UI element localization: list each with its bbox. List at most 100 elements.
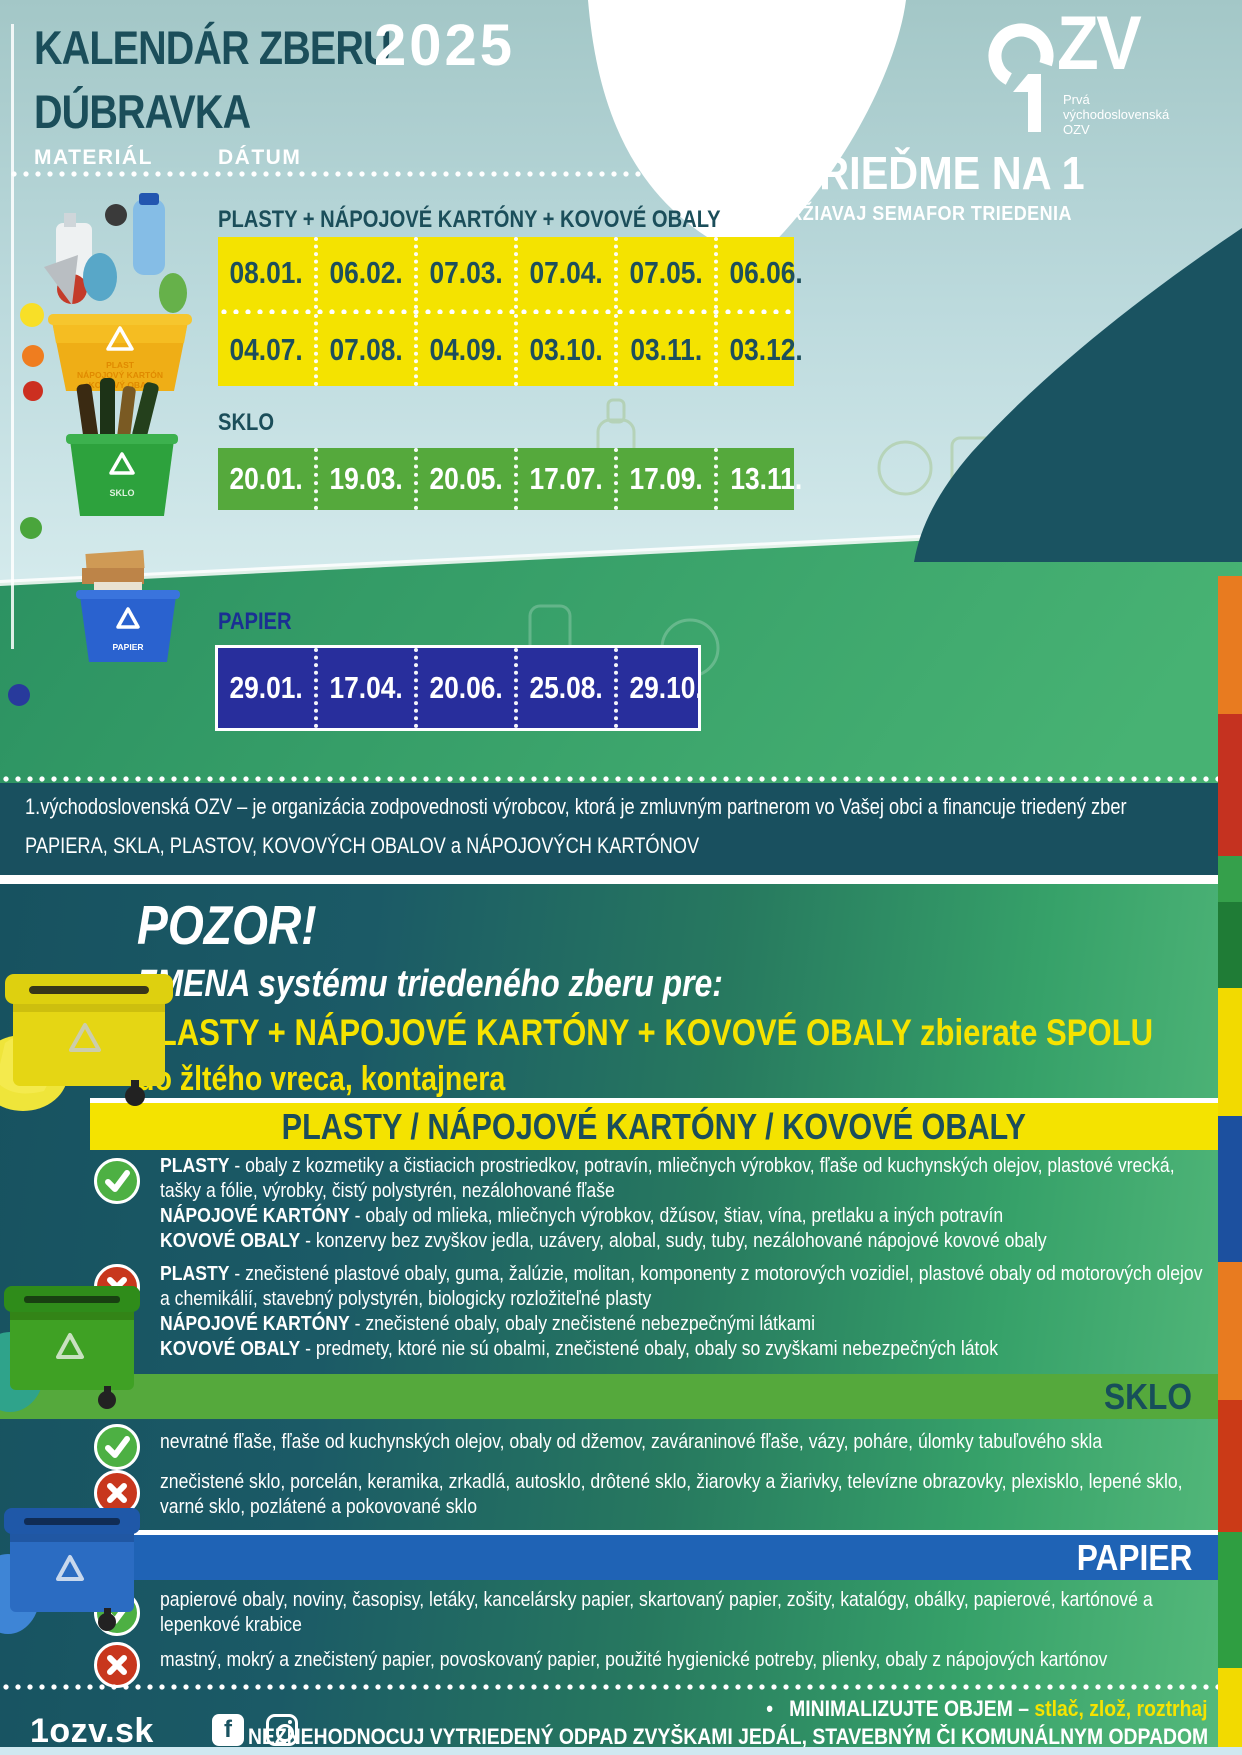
materials-column-label: MATERIÁL [34, 146, 153, 169]
plastics-date-grid: 08.01. 06.02. 07.03. 07.04. 07.05. 06.06… [218, 237, 803, 386]
forbidden-item-line: NÁPOJOVÉ KARTÓNY - znečistené obaly, oba… [160, 1313, 816, 1335]
date-cell: 29.10. [614, 648, 714, 728]
plastics-bin-label: PLAST NÁPOJOVÝ KARTÓN KOVOVÝ OBAL [77, 360, 163, 390]
date-cell: 04.07. [229, 332, 303, 367]
about-text-line2: PAPIERA, SKLA, PLASTOV, KOVOVÝCH OBALOV … [25, 833, 700, 858]
page-edge-tab [1218, 1668, 1242, 1755]
allowed-items-plastics: PLASTY - obaly z kozmetiky a čistiacich … [160, 1154, 1216, 1254]
date-cell: 07.08. [314, 314, 414, 386]
allowed-items-paper: papierové obaly, noviny, časopisy, leták… [160, 1588, 1216, 1638]
semafor-orange-dot [22, 345, 44, 367]
page-edge-tab [1218, 1116, 1242, 1262]
page-edge-tab [1218, 714, 1242, 856]
band-glass: SKLO [0, 1374, 1218, 1419]
semafor-yellow-dot [20, 303, 44, 327]
facebook-icon[interactable]: f [212, 1714, 244, 1746]
date-cell: 06.02. [314, 237, 414, 309]
date-cell: 04.09. [414, 314, 514, 386]
page-edge-tab [1218, 1532, 1242, 1668]
glass-green-dot [20, 517, 42, 539]
date-cell: 03.12. [714, 314, 814, 386]
date-cell: 20.06. [414, 648, 514, 728]
date-cell: 07.04. [514, 237, 614, 309]
semafor-red-dot [23, 381, 43, 401]
allowed-items-glass: nevratné fľaše, fľaše od kuchynských ole… [160, 1430, 1216, 1455]
slogan-subtitle: DODRŽIAVAJ SEMAFOR TRIEDENIA [748, 203, 1072, 225]
scan-edge-strip [0, 1747, 1242, 1755]
forbidden-item-line: PLASTY - znečistené plastové obaly, guma… [160, 1263, 1203, 1310]
allowed-item-line: NÁPOJOVÉ KARTÓNY - obaly od mlieka, mlie… [160, 1205, 1004, 1227]
website-link[interactable]: 1ozv.sk [30, 1712, 154, 1750]
grid-row-divider [218, 309, 794, 314]
notice-line2: do žltého vreca, kontajnera [137, 1060, 506, 1098]
instagram-lens [276, 1724, 294, 1742]
page-edge-tab [1218, 1262, 1242, 1400]
city-title: DÚBRAVKA [34, 85, 251, 138]
notice-line1: PLASTY + NÁPOJOVÉ KARTÓNY + KOVOVÉ OBALY… [137, 1012, 1154, 1053]
white-curve-decoration [588, 0, 906, 262]
green-container-icon [0, 1286, 140, 1412]
band-plastics: PLASTY / NÁPOJOVÉ KARTÓNY / KOVOVÉ OBALY [90, 1098, 1218, 1150]
allowed-item-line: KOVOVÉ OBALY - konzervy bez zvyškov jedl… [160, 1230, 1047, 1252]
leaf-circle-icon [745, 158, 781, 199]
date-cell: 17.04. [314, 648, 414, 728]
forbidden-item-line: KOVOVÉ OBALY - predmety, ktoré nie sú ob… [160, 1338, 999, 1360]
date-cell: 13.11. [714, 448, 814, 510]
glass-bin-label: SKLO [109, 488, 135, 498]
ozv-logo-subtitle: Prvá východoslovenská OZV [1063, 92, 1170, 137]
date-cell: 08.01. [229, 255, 303, 290]
date-cell: 29.01. [229, 670, 303, 705]
slogan-title: TRIEĎME NA 1 [794, 147, 1085, 199]
allowed-item-line: PLASTY - obaly z kozmetiky a čistiacich … [160, 1155, 1175, 1202]
paper-section-label: PAPIER [218, 608, 292, 635]
glass-date-row: 20.01. 19.03. 20.05. 17.07. 17.09. 13.11… [218, 448, 802, 510]
date-cell: 19.03. [314, 448, 414, 510]
forbidden-item-line: mastný, mokrý a znečistený papier, povos… [160, 1649, 1108, 1671]
ozv-logo: ZV Prvá východoslovenská OZV [985, 1, 1235, 144]
card-divider [0, 875, 1242, 884]
allowed-item-line: papierové obaly, noviny, časopisy, leták… [160, 1589, 1153, 1636]
glass-bin-icon [66, 378, 178, 516]
date-column-label: DÁTUM [218, 146, 302, 169]
page-edge-tab [1218, 988, 1242, 1116]
notice-subtitle: ZMENA systému triedeného zberu pre: [137, 963, 723, 1005]
ozv-logo-one-icon [988, 23, 1054, 132]
check-icon [94, 1424, 140, 1470]
date-cell: 03.11. [614, 314, 714, 386]
date-cell: 17.09. [614, 448, 714, 510]
dark-swoosh-decoration [914, 228, 1242, 562]
band-paper: PAPIER [90, 1530, 1218, 1580]
plastics-bin-icon [44, 193, 192, 391]
cross-icon [94, 1642, 140, 1688]
yellow-container-icon [0, 974, 173, 1111]
page-edge-tab [1218, 1400, 1242, 1532]
date-cell: 07.03. [414, 237, 514, 309]
footer-tip-no-contamination: • NEZNEHODNOCUJ VYTRIEDENÝ ODPAD ZVYŠKAM… [225, 1724, 1208, 1749]
page-edge-line [11, 24, 14, 649]
page-edge-tab [1218, 576, 1242, 714]
forbidden-items-plastics: PLASTY - znečistené plastové obaly, guma… [160, 1262, 1216, 1362]
dotted-separator-top [8, 171, 736, 177]
instagram-icon[interactable] [266, 1714, 298, 1746]
blue-container-icon [0, 1508, 140, 1634]
paper-bin-icon [76, 550, 180, 662]
date-cell: 17.07. [514, 448, 614, 510]
date-cell: 20.01. [229, 461, 303, 496]
plastics-section-label: PLASTY + NÁPOJOVÉ KARTÓNY + KOVOVÉ OBALY [218, 206, 721, 233]
paper-date-row: 29.01. 17.04. 20.06. 25.08. 29.10. [215, 645, 703, 731]
paper-bin-label: PAPIER [112, 642, 144, 652]
about-text-line1: 1.východoslovenská OZV – je organizácia … [25, 794, 1127, 819]
check-icon [94, 1158, 140, 1204]
page-edge-tab [1218, 856, 1242, 902]
forbidden-items-glass: znečistené sklo, porcelán, keramika, zrk… [160, 1470, 1216, 1520]
forbidden-item-line: znečistené sklo, porcelán, keramika, zrk… [160, 1471, 1183, 1518]
instagram-dot [288, 1720, 292, 1724]
paper-blue-dot [8, 684, 30, 706]
dotted-separator-bottom [0, 1684, 1218, 1690]
glass-section-label: SKLO [218, 409, 275, 436]
date-cell: 25.08. [514, 648, 614, 728]
page-title: KALENDÁR ZBERU [34, 21, 392, 74]
allowed-item-line: nevratné fľaše, fľaše od kuchynských ole… [160, 1431, 1103, 1453]
date-cell: 07.05. [614, 237, 714, 309]
